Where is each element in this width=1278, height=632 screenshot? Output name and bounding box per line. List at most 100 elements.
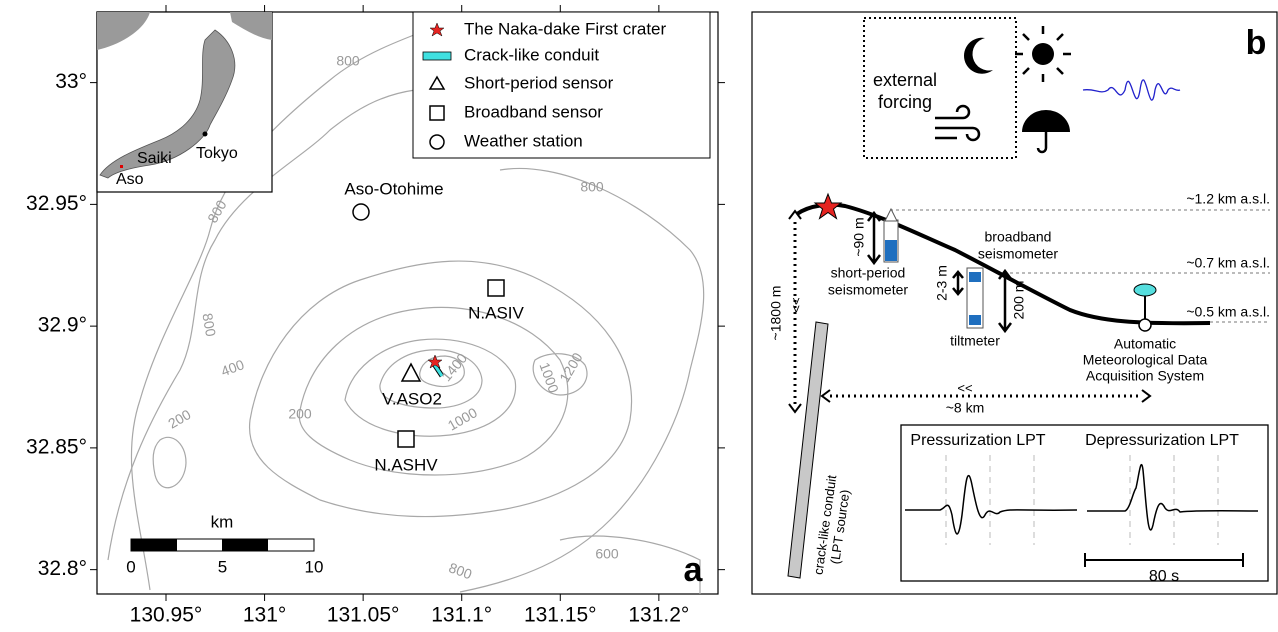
legend-frame	[412, 11, 711, 159]
contour-label: 800	[336, 53, 360, 69]
level-label: ~0.5 km a.s.l.	[1186, 304, 1270, 320]
station-label: N.ASIV	[468, 303, 524, 322]
contour-label: 800	[580, 179, 604, 195]
scale-segment	[131, 539, 177, 551]
sensor-label: broadband	[985, 229, 1052, 245]
land	[230, 12, 272, 40]
inset-label: Aso	[116, 171, 144, 188]
forcing-label: external	[873, 70, 937, 90]
forcing-box	[863, 17, 1017, 159]
broadband-station	[397, 430, 415, 448]
break-mark: <<	[788, 297, 803, 312]
schematic-panel: b external forcing ~1.2 km a.s.l. ~0.7 k…	[751, 11, 1278, 595]
sensor-label: short-period	[831, 265, 906, 281]
x-tick-label: 131.05°	[327, 604, 400, 627]
scale-tick-label: 5	[218, 557, 227, 576]
inset-label: Tokyo	[196, 145, 238, 162]
legend-entry: Short-period sensor	[464, 73, 614, 92]
scale-bar	[130, 538, 315, 552]
station-base	[1138, 318, 1152, 332]
contour-label: 800	[447, 559, 475, 582]
depth-label: ~90 m	[851, 217, 867, 256]
depth-arrow	[867, 210, 881, 266]
x-tick-label: 131.15°	[524, 604, 597, 627]
y-tick-label: 32.8°	[38, 557, 87, 580]
contour-label: 800	[199, 312, 219, 338]
length-label: 2-3 m	[934, 265, 950, 301]
station-label: Aso-Otohime	[344, 179, 443, 198]
scale-segment	[222, 539, 268, 551]
tiltmeter-label: tiltmeter	[950, 333, 1000, 349]
panel-label: a	[684, 551, 704, 589]
inset-label: Saiki	[137, 150, 172, 167]
map-panel: a 130.95° 131° 131.05° 131.1° 131.15° 131.2° 3…	[26, 5, 725, 627]
sun-icon	[1032, 43, 1054, 65]
broadband-station	[487, 279, 505, 297]
tilt-body	[969, 272, 981, 282]
guide-lines	[945, 455, 1219, 545]
legend-square	[429, 105, 445, 121]
wind-icon	[935, 104, 981, 142]
waveform	[905, 475, 1078, 535]
sun-rays	[1015, 26, 1071, 82]
x-tick-label: 131°	[243, 604, 286, 627]
legend-entry: Broadband sensor	[464, 102, 603, 121]
station-label: Meteorological Data	[1083, 352, 1208, 368]
scale-unit: km	[211, 512, 234, 531]
short-period-station	[400, 362, 422, 382]
waveform-title: Pressurization LPT	[910, 432, 1045, 449]
legend-conduit	[422, 51, 452, 61]
legend-star	[429, 22, 445, 37]
crater-star	[427, 354, 443, 369]
x-tick-label: 131.1°	[431, 604, 492, 627]
y-tick-label: 32.85°	[26, 435, 87, 458]
distance-label: ~8 km	[946, 400, 985, 416]
scale-tick-label: 0	[126, 557, 135, 576]
station-label: N.ASHV	[374, 455, 438, 474]
scale-tick-label: 10	[305, 557, 324, 576]
contour-label: 600	[595, 546, 619, 562]
length-arrow	[952, 270, 964, 296]
moon-icon	[964, 37, 993, 74]
y-tick-label: 32.9°	[38, 314, 87, 337]
sensor-label: seismometer	[828, 282, 908, 298]
sensor-top	[884, 207, 898, 222]
waveform	[1087, 463, 1259, 531]
legend-entry: Crack-like conduit	[464, 45, 599, 64]
legend-entry: The Naka-dake First crater	[464, 19, 667, 38]
waveform-title: Depressurization LPT	[1085, 432, 1239, 449]
distance-label: ~1800 m	[768, 286, 784, 341]
inset-map	[96, 11, 273, 193]
station-label: Acquisition System	[1086, 368, 1204, 384]
station-label: Automatic	[1114, 336, 1176, 352]
x-tick-label: 130.95°	[130, 604, 203, 627]
sensor-label: seismometer	[978, 246, 1058, 262]
tilt-borehole	[966, 267, 984, 329]
sensor-body	[885, 240, 897, 261]
contour-label: 200	[288, 406, 312, 422]
umbrella-icon	[1022, 110, 1070, 132]
panel-label: b	[1246, 24, 1267, 62]
arrow-heads	[820, 389, 1152, 403]
weather-station	[352, 203, 370, 221]
conduit	[787, 321, 829, 579]
y-tick-label: 33°	[55, 70, 87, 93]
legend-triangle	[428, 75, 446, 90]
tokyo-dot	[202, 131, 208, 137]
level-label: ~1.2 km a.s.l.	[1186, 191, 1270, 207]
legend-entry: Weather station	[464, 131, 583, 150]
station-label: V.ASO2	[382, 389, 442, 408]
level-label: ~0.7 km a.s.l.	[1186, 255, 1270, 271]
depth-label: 200 m	[1011, 281, 1027, 320]
forcing-label: forcing	[878, 92, 932, 112]
station-sensor	[1133, 283, 1157, 297]
tilt-body	[969, 315, 981, 325]
land	[99, 29, 236, 179]
aso-marker	[120, 165, 123, 168]
umbrella-handle	[1036, 132, 1048, 154]
land	[97, 12, 150, 50]
legend	[412, 11, 711, 159]
contour-label: 400	[219, 356, 247, 379]
break-mark: <<	[957, 380, 972, 395]
